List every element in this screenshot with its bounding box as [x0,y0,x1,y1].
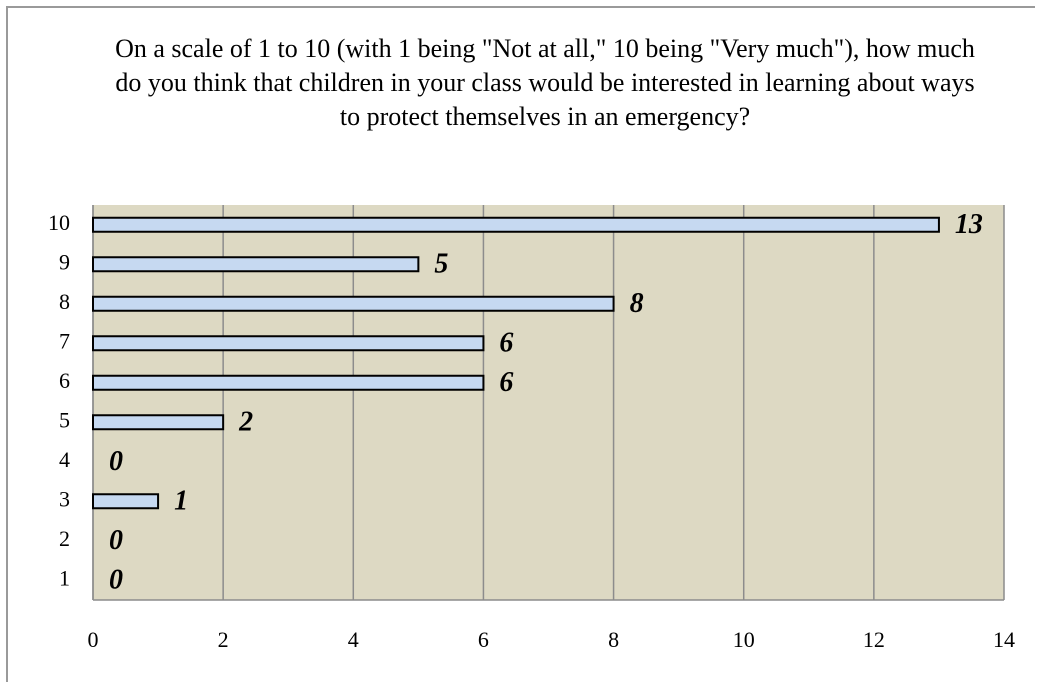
x-tick-label: 10 [733,627,755,652]
data-label: 0 [109,446,123,477]
y-tick-label: 5 [59,407,70,432]
y-tick-label: 9 [59,249,70,274]
x-tick-label: 14 [993,627,1015,652]
bar [92,414,225,431]
data-label: 0 [109,525,123,556]
y-tick-label: 6 [59,368,70,393]
y-tick-label: 7 [59,328,70,353]
data-label: 1 [174,486,188,517]
x-tick-label: 0 [88,627,99,652]
y-tick-label: 4 [59,447,70,472]
y-tick-label: 1 [59,565,70,590]
y-tick-label: 8 [59,289,70,314]
data-label: 13 [955,209,983,240]
bar [92,335,485,352]
x-tick-label: 6 [478,627,489,652]
bar [92,256,420,273]
y-tick-label: 10 [48,210,70,235]
data-label: 6 [499,328,513,359]
y-tick-label: 2 [59,526,70,551]
data-label: 0 [109,565,123,596]
x-tick-label: 8 [608,627,619,652]
data-label: 2 [238,407,253,438]
bar [92,216,940,233]
data-label: 5 [434,249,448,280]
chart-title: On a scale of 1 to 10 (with 1 being "Not… [115,34,975,131]
x-tick-label: 2 [218,627,229,652]
bar [92,493,160,510]
x-tick-label: 4 [348,627,359,652]
x-tick-label: 12 [863,627,885,652]
y-tick-label: 3 [59,486,70,511]
data-label: 6 [499,367,513,398]
bar [92,295,615,312]
bar [92,374,485,391]
frame [6,6,1035,682]
data-label: 8 [630,288,644,319]
